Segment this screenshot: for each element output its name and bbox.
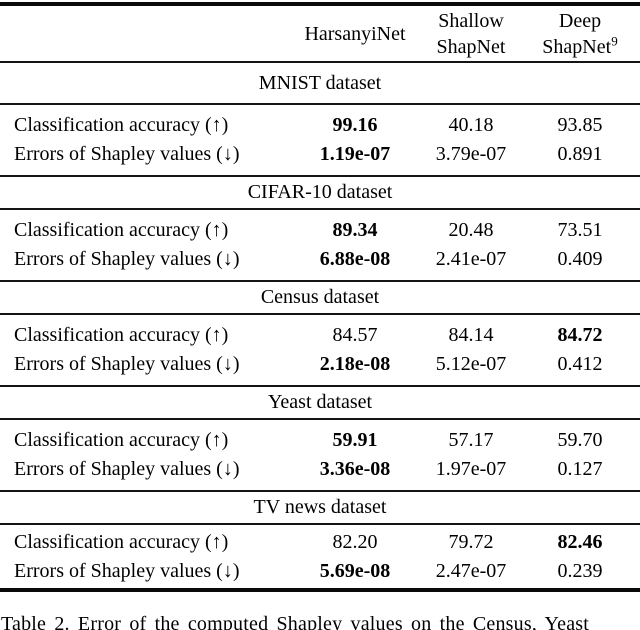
table-row: Classification accuracy (↑) 84.57 84.14 …	[0, 321, 640, 350]
table-row: Classification accuracy (↑) 89.34 20.48 …	[0, 216, 640, 245]
value-cell: 6.88e-08	[319, 248, 391, 270]
divider	[0, 385, 640, 387]
value-cell: 2.41e-07	[435, 248, 507, 270]
row-label: Errors of Shapley values (↓)	[14, 248, 240, 270]
table-row: Errors of Shapley values (↓) 5.69e-08 2.…	[0, 557, 640, 586]
table-header-row: HarsanyiNet Shallow ShapNet Deep ShapNet…	[0, 6, 640, 61]
table-row: Classification accuracy (↑) 99.16 40.18 …	[0, 111, 640, 140]
value-cell: 5.12e-07	[435, 353, 507, 375]
section-data-yeast: Classification accuracy (↑) 59.91 57.17 …	[0, 420, 640, 490]
value-cell: 57.17	[448, 429, 494, 451]
column-header-shallow-shapnet: Shallow ShapNet	[422, 8, 520, 60]
row-label: Errors of Shapley values (↓)	[14, 559, 240, 582]
divider	[0, 61, 640, 63]
table-row: Errors of Shapley values (↓) 6.88e-08 2.…	[0, 245, 640, 274]
row-label: Classification accuracy (↑)	[14, 324, 229, 346]
section-title-tv-news: TV news dataset	[253, 496, 387, 518]
section-title-cifar10: CIFAR-10 dataset	[247, 181, 393, 203]
divider	[0, 418, 640, 420]
value-cell: 40.18	[448, 114, 494, 136]
footnote-marker: 9	[611, 32, 618, 48]
row-label: Classification accuracy (↑)	[14, 219, 229, 241]
table-top-rule	[0, 2, 640, 6]
row-label: Errors of Shapley values (↓)	[14, 458, 240, 480]
column-header-harsanyinet: HarsanyiNet	[304, 22, 406, 45]
value-cell: 89.34	[332, 219, 378, 241]
table-row: Errors of Shapley values (↓) 1.19e-07 3.…	[0, 140, 640, 169]
table-row: Errors of Shapley values (↓) 3.36e-08 1.…	[0, 455, 640, 484]
value-cell: 79.72	[448, 530, 494, 553]
divider	[0, 280, 640, 282]
value-cell: 0.239	[557, 559, 603, 582]
column-header-deep-line1: Deep	[558, 9, 602, 32]
column-header-shallow-line1: Shallow	[438, 9, 504, 32]
section-data-census: Classification accuracy (↑) 84.57 84.14 …	[0, 315, 640, 385]
divider	[0, 175, 640, 177]
section-title-mnist: MNIST dataset	[258, 71, 382, 94]
column-header-deep-shapnet: Deep ShapNet9	[520, 8, 640, 60]
value-cell: 5.69e-08	[319, 559, 391, 582]
table-row: Classification accuracy (↑) 59.91 57.17 …	[0, 426, 640, 455]
value-cell: 99.16	[332, 114, 378, 136]
section-data-tv-news: Classification accuracy (↑) 82.20 79.72 …	[0, 525, 640, 588]
table-bottom-rule	[0, 588, 640, 592]
value-cell: 73.51	[557, 219, 603, 241]
row-label: Classification accuracy (↑)	[14, 429, 229, 451]
value-cell: 1.19e-07	[319, 143, 391, 165]
section-data-cifar10: Classification accuracy (↑) 89.34 20.48 …	[0, 210, 640, 280]
value-cell: 82.20	[332, 530, 378, 553]
value-cell: 82.46	[557, 530, 603, 553]
row-label: Errors of Shapley values (↓)	[14, 353, 240, 375]
divider	[0, 208, 640, 210]
divider	[0, 313, 640, 315]
value-cell: 59.91	[332, 429, 378, 451]
divider	[0, 103, 640, 105]
value-cell: 3.36e-08	[319, 458, 391, 480]
table-row: Classification accuracy (↑) 82.20 79.72 …	[0, 528, 640, 557]
column-header-deep-name: ShapNet	[542, 35, 612, 58]
divider	[0, 490, 640, 492]
value-cell: 0.891	[557, 143, 603, 165]
value-cell: 59.70	[557, 429, 603, 451]
row-label: Errors of Shapley values (↓)	[14, 143, 240, 165]
value-cell: 84.72	[557, 324, 603, 346]
value-cell: 2.18e-08	[319, 353, 391, 375]
value-cell: 20.48	[448, 219, 494, 241]
value-cell: 2.47e-07	[435, 559, 507, 582]
value-cell: 0.127	[557, 458, 603, 480]
value-cell: 93.85	[557, 114, 603, 136]
table-caption: Table 2. Error of the computed Shapley v…	[1, 613, 590, 630]
value-cell: 1.97e-07	[435, 458, 507, 480]
section-title-census: Census dataset	[260, 286, 380, 308]
value-cell: 84.57	[332, 324, 378, 346]
section-title-yeast: Yeast dataset	[267, 391, 373, 413]
value-cell: 3.79e-07	[435, 143, 507, 165]
divider	[0, 523, 640, 525]
column-header-deep-line2: ShapNet9	[520, 34, 640, 60]
table-row: Errors of Shapley values (↓) 2.18e-08 5.…	[0, 350, 640, 379]
value-cell: 0.412	[557, 353, 603, 375]
section-data-mnist: Classification accuracy (↑) 99.16 40.18 …	[0, 105, 640, 175]
column-header-shallow-line2: ShapNet	[436, 35, 506, 58]
row-label: Classification accuracy (↑)	[14, 530, 229, 553]
value-cell: 84.14	[448, 324, 494, 346]
value-cell: 0.409	[557, 248, 603, 270]
row-label: Classification accuracy (↑)	[14, 114, 229, 136]
